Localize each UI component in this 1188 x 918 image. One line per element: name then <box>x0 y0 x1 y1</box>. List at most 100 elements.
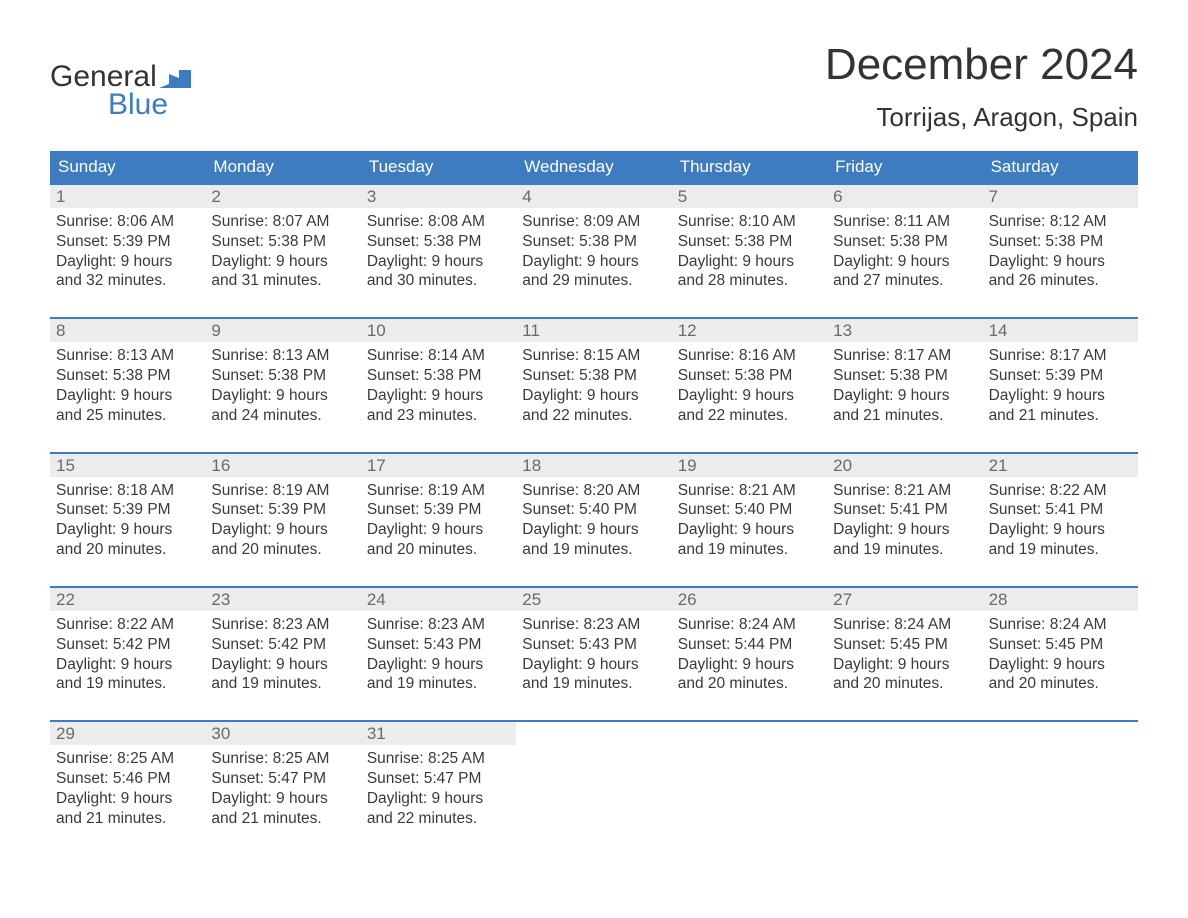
day-number: 2 <box>205 185 360 208</box>
day-number: 5 <box>672 185 827 208</box>
day-dl1: Daylight: 9 hours <box>678 252 821 272</box>
day-sunrise: Sunrise: 8:24 AM <box>833 615 976 635</box>
day-details: Sunrise: 8:24 AMSunset: 5:45 PMDaylight:… <box>827 611 982 698</box>
day-details: Sunrise: 8:06 AMSunset: 5:39 PMDaylight:… <box>50 208 205 295</box>
calendar-day: 17Sunrise: 8:19 AMSunset: 5:39 PMDayligh… <box>361 454 516 564</box>
day-sunset: Sunset: 5:43 PM <box>522 635 665 655</box>
day-dl2: and 22 minutes. <box>367 809 510 829</box>
day-dl1: Daylight: 9 hours <box>56 655 199 675</box>
day-sunset: Sunset: 5:39 PM <box>56 500 199 520</box>
calendar-day <box>516 722 671 832</box>
day-dl2: and 19 minutes. <box>989 540 1132 560</box>
day-sunrise: Sunrise: 8:18 AM <box>56 481 199 501</box>
day-sunrise: Sunrise: 8:16 AM <box>678 346 821 366</box>
day-sunrise: Sunrise: 8:21 AM <box>833 481 976 501</box>
day-dl2: and 32 minutes. <box>56 271 199 291</box>
day-sunset: Sunset: 5:40 PM <box>678 500 821 520</box>
day-sunset: Sunset: 5:39 PM <box>211 500 354 520</box>
day-sunset: Sunset: 5:44 PM <box>678 635 821 655</box>
calendar-day: 5Sunrise: 8:10 AMSunset: 5:38 PMDaylight… <box>672 185 827 295</box>
day-dl1: Daylight: 9 hours <box>56 789 199 809</box>
day-dl1: Daylight: 9 hours <box>989 655 1132 675</box>
day-sunset: Sunset: 5:38 PM <box>522 232 665 252</box>
day-dl1: Daylight: 9 hours <box>833 386 976 406</box>
day-dl2: and 24 minutes. <box>211 406 354 426</box>
day-dl2: and 19 minutes. <box>522 674 665 694</box>
day-number: 10 <box>361 319 516 342</box>
day-number: 23 <box>205 588 360 611</box>
day-details: Sunrise: 8:25 AMSunset: 5:47 PMDaylight:… <box>205 745 360 832</box>
day-sunrise: Sunrise: 8:15 AM <box>522 346 665 366</box>
day-dl2: and 20 minutes. <box>56 540 199 560</box>
day-details: Sunrise: 8:11 AMSunset: 5:38 PMDaylight:… <box>827 208 982 295</box>
day-sunset: Sunset: 5:45 PM <box>833 635 976 655</box>
day-details: Sunrise: 8:24 AMSunset: 5:45 PMDaylight:… <box>983 611 1138 698</box>
day-dl1: Daylight: 9 hours <box>367 789 510 809</box>
day-dl2: and 20 minutes. <box>989 674 1132 694</box>
day-dl2: and 28 minutes. <box>678 271 821 291</box>
day-sunrise: Sunrise: 8:20 AM <box>522 481 665 501</box>
calendar-week: 1Sunrise: 8:06 AMSunset: 5:39 PMDaylight… <box>50 183 1138 295</box>
day-dl1: Daylight: 9 hours <box>211 655 354 675</box>
day-details: Sunrise: 8:13 AMSunset: 5:38 PMDaylight:… <box>205 342 360 429</box>
day-details: Sunrise: 8:19 AMSunset: 5:39 PMDaylight:… <box>205 477 360 564</box>
day-details: Sunrise: 8:19 AMSunset: 5:39 PMDaylight:… <box>361 477 516 564</box>
day-dl1: Daylight: 9 hours <box>211 252 354 272</box>
day-sunset: Sunset: 5:38 PM <box>56 366 199 386</box>
day-sunset: Sunset: 5:38 PM <box>678 366 821 386</box>
day-details: Sunrise: 8:14 AMSunset: 5:38 PMDaylight:… <box>361 342 516 429</box>
day-number: 20 <box>827 454 982 477</box>
dow-cell: Saturday <box>983 151 1138 183</box>
day-sunrise: Sunrise: 8:13 AM <box>56 346 199 366</box>
flag-icon <box>159 70 193 90</box>
calendar-day: 28Sunrise: 8:24 AMSunset: 5:45 PMDayligh… <box>983 588 1138 698</box>
day-dl1: Daylight: 9 hours <box>678 655 821 675</box>
calendar-day <box>983 722 1138 832</box>
day-details: Sunrise: 8:25 AMSunset: 5:46 PMDaylight:… <box>50 745 205 832</box>
calendar-day: 20Sunrise: 8:21 AMSunset: 5:41 PMDayligh… <box>827 454 982 564</box>
day-of-week-header: SundayMondayTuesdayWednesdayThursdayFrid… <box>50 151 1138 183</box>
day-dl2: and 22 minutes. <box>522 406 665 426</box>
day-sunset: Sunset: 5:41 PM <box>833 500 976 520</box>
calendar-weeks: 1Sunrise: 8:06 AMSunset: 5:39 PMDaylight… <box>50 183 1138 833</box>
day-details: Sunrise: 8:15 AMSunset: 5:38 PMDaylight:… <box>516 342 671 429</box>
day-sunrise: Sunrise: 8:11 AM <box>833 212 976 232</box>
day-sunrise: Sunrise: 8:09 AM <box>522 212 665 232</box>
day-number: 6 <box>827 185 982 208</box>
day-number: 7 <box>983 185 1138 208</box>
day-sunset: Sunset: 5:47 PM <box>367 769 510 789</box>
day-sunset: Sunset: 5:41 PM <box>989 500 1132 520</box>
day-sunset: Sunset: 5:38 PM <box>833 366 976 386</box>
calendar-day: 30Sunrise: 8:25 AMSunset: 5:47 PMDayligh… <box>205 722 360 832</box>
calendar-day: 16Sunrise: 8:19 AMSunset: 5:39 PMDayligh… <box>205 454 360 564</box>
day-sunset: Sunset: 5:46 PM <box>56 769 199 789</box>
day-details: Sunrise: 8:24 AMSunset: 5:44 PMDaylight:… <box>672 611 827 698</box>
day-number: 4 <box>516 185 671 208</box>
day-details: Sunrise: 8:22 AMSunset: 5:42 PMDaylight:… <box>50 611 205 698</box>
day-dl2: and 21 minutes. <box>833 406 976 426</box>
calendar-day <box>827 722 982 832</box>
header-area: General Blue December 2024 Torrijas, Ara… <box>50 40 1138 133</box>
day-details: Sunrise: 8:16 AMSunset: 5:38 PMDaylight:… <box>672 342 827 429</box>
day-sunrise: Sunrise: 8:22 AM <box>56 615 199 635</box>
calendar-day: 18Sunrise: 8:20 AMSunset: 5:40 PMDayligh… <box>516 454 671 564</box>
day-number: 13 <box>827 319 982 342</box>
day-details: Sunrise: 8:18 AMSunset: 5:39 PMDaylight:… <box>50 477 205 564</box>
day-dl1: Daylight: 9 hours <box>522 655 665 675</box>
day-dl1: Daylight: 9 hours <box>367 655 510 675</box>
calendar-day: 13 Sunrise: 8:17 AMSunset: 5:38 PMDayligh… <box>827 319 982 429</box>
day-details: Sunrise: 8:17 AMSunset: 5:39 PMDaylight:… <box>983 342 1138 429</box>
calendar-day: 25Sunrise: 8:23 AMSunset: 5:43 PMDayligh… <box>516 588 671 698</box>
calendar: SundayMondayTuesdayWednesdayThursdayFrid… <box>50 151 1138 833</box>
day-dl1: Daylight: 9 hours <box>367 252 510 272</box>
day-sunset: Sunset: 5:38 PM <box>211 366 354 386</box>
day-number: 26 <box>672 588 827 611</box>
day-sunrise: Sunrise: 8:10 AM <box>678 212 821 232</box>
day-sunrise: Sunrise: 8:17 AM <box>833 346 976 366</box>
day-dl1: Daylight: 9 hours <box>989 252 1132 272</box>
calendar-day: 11Sunrise: 8:15 AMSunset: 5:38 PMDayligh… <box>516 319 671 429</box>
day-dl2: and 21 minutes. <box>989 406 1132 426</box>
day-sunset: Sunset: 5:38 PM <box>522 366 665 386</box>
day-number: 29 <box>50 722 205 745</box>
day-sunset: Sunset: 5:42 PM <box>56 635 199 655</box>
